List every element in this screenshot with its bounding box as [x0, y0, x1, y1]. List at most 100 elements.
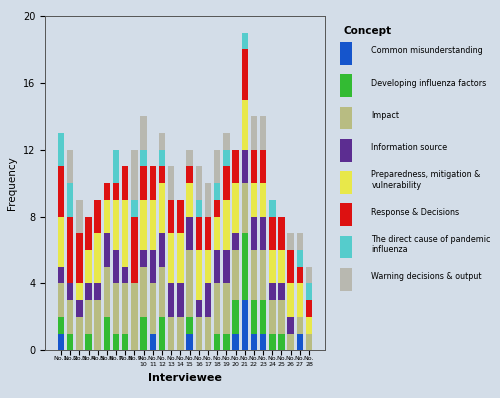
Bar: [250, 217, 257, 250]
Bar: [223, 334, 230, 350]
Bar: [223, 250, 230, 283]
Bar: [306, 334, 312, 350]
Bar: [150, 200, 156, 250]
Bar: [186, 217, 193, 250]
Bar: [232, 334, 239, 350]
Bar: [214, 183, 220, 200]
Bar: [214, 150, 220, 183]
Bar: [232, 233, 239, 250]
Bar: [67, 300, 73, 334]
Bar: [340, 171, 351, 194]
X-axis label: Interviewee: Interviewee: [148, 373, 222, 383]
Bar: [67, 150, 73, 183]
Bar: [76, 200, 82, 233]
Bar: [269, 217, 276, 250]
Bar: [269, 200, 276, 217]
Bar: [131, 283, 138, 350]
Bar: [186, 150, 193, 166]
Bar: [67, 334, 73, 350]
Bar: [122, 283, 128, 334]
Bar: [205, 317, 211, 350]
Bar: [306, 300, 312, 317]
Bar: [288, 250, 294, 283]
Bar: [113, 334, 119, 350]
Bar: [278, 250, 284, 283]
Bar: [122, 334, 128, 350]
Bar: [159, 150, 165, 166]
Bar: [86, 334, 91, 350]
Bar: [242, 49, 248, 100]
Bar: [150, 283, 156, 334]
Bar: [150, 166, 156, 200]
Bar: [288, 334, 294, 350]
Bar: [250, 150, 257, 183]
Bar: [168, 200, 174, 233]
Bar: [113, 250, 119, 283]
Bar: [260, 116, 266, 150]
Bar: [186, 334, 193, 350]
Bar: [260, 300, 266, 334]
Bar: [260, 150, 266, 183]
Bar: [67, 183, 73, 217]
Bar: [140, 166, 147, 200]
Bar: [306, 267, 312, 283]
Bar: [140, 116, 147, 150]
Bar: [159, 183, 165, 233]
Bar: [140, 267, 147, 317]
Bar: [340, 42, 351, 65]
Bar: [296, 250, 303, 267]
Bar: [269, 334, 276, 350]
Bar: [113, 150, 119, 183]
Bar: [205, 250, 211, 283]
Bar: [223, 166, 230, 200]
Bar: [140, 200, 147, 250]
Bar: [250, 116, 257, 150]
Y-axis label: Frequency: Frequency: [8, 156, 18, 210]
Bar: [177, 283, 184, 317]
Bar: [196, 250, 202, 300]
Bar: [242, 33, 248, 49]
Bar: [104, 267, 110, 317]
Bar: [260, 217, 266, 250]
Bar: [232, 300, 239, 334]
Bar: [104, 317, 110, 350]
Bar: [205, 217, 211, 250]
Bar: [214, 334, 220, 350]
Bar: [168, 233, 174, 283]
Bar: [223, 200, 230, 250]
Text: Response & Decisions: Response & Decisions: [372, 207, 460, 217]
Bar: [76, 283, 82, 300]
Bar: [168, 283, 174, 317]
Bar: [242, 300, 248, 350]
Bar: [76, 300, 82, 317]
Bar: [288, 233, 294, 250]
Bar: [159, 233, 165, 267]
Bar: [86, 250, 91, 283]
Bar: [260, 250, 266, 300]
Bar: [94, 300, 101, 350]
Text: Preparedness, mitigation &
vulnerability: Preparedness, mitigation & vulnerability: [372, 170, 480, 189]
Bar: [76, 233, 82, 283]
Bar: [296, 334, 303, 350]
Bar: [278, 283, 284, 300]
Bar: [150, 250, 156, 283]
Bar: [340, 139, 351, 162]
Bar: [86, 217, 91, 250]
Bar: [250, 334, 257, 350]
Bar: [296, 317, 303, 334]
Bar: [296, 283, 303, 317]
Bar: [269, 300, 276, 334]
Bar: [214, 283, 220, 334]
Bar: [131, 217, 138, 283]
Bar: [67, 217, 73, 283]
Bar: [122, 267, 128, 283]
Bar: [232, 183, 239, 233]
Bar: [159, 166, 165, 183]
Text: Impact: Impact: [372, 111, 400, 120]
Bar: [122, 200, 128, 267]
Bar: [340, 107, 351, 129]
Bar: [186, 166, 193, 183]
Bar: [205, 283, 211, 317]
Bar: [186, 183, 193, 217]
Text: Developing influenza factors: Developing influenza factors: [372, 79, 486, 88]
